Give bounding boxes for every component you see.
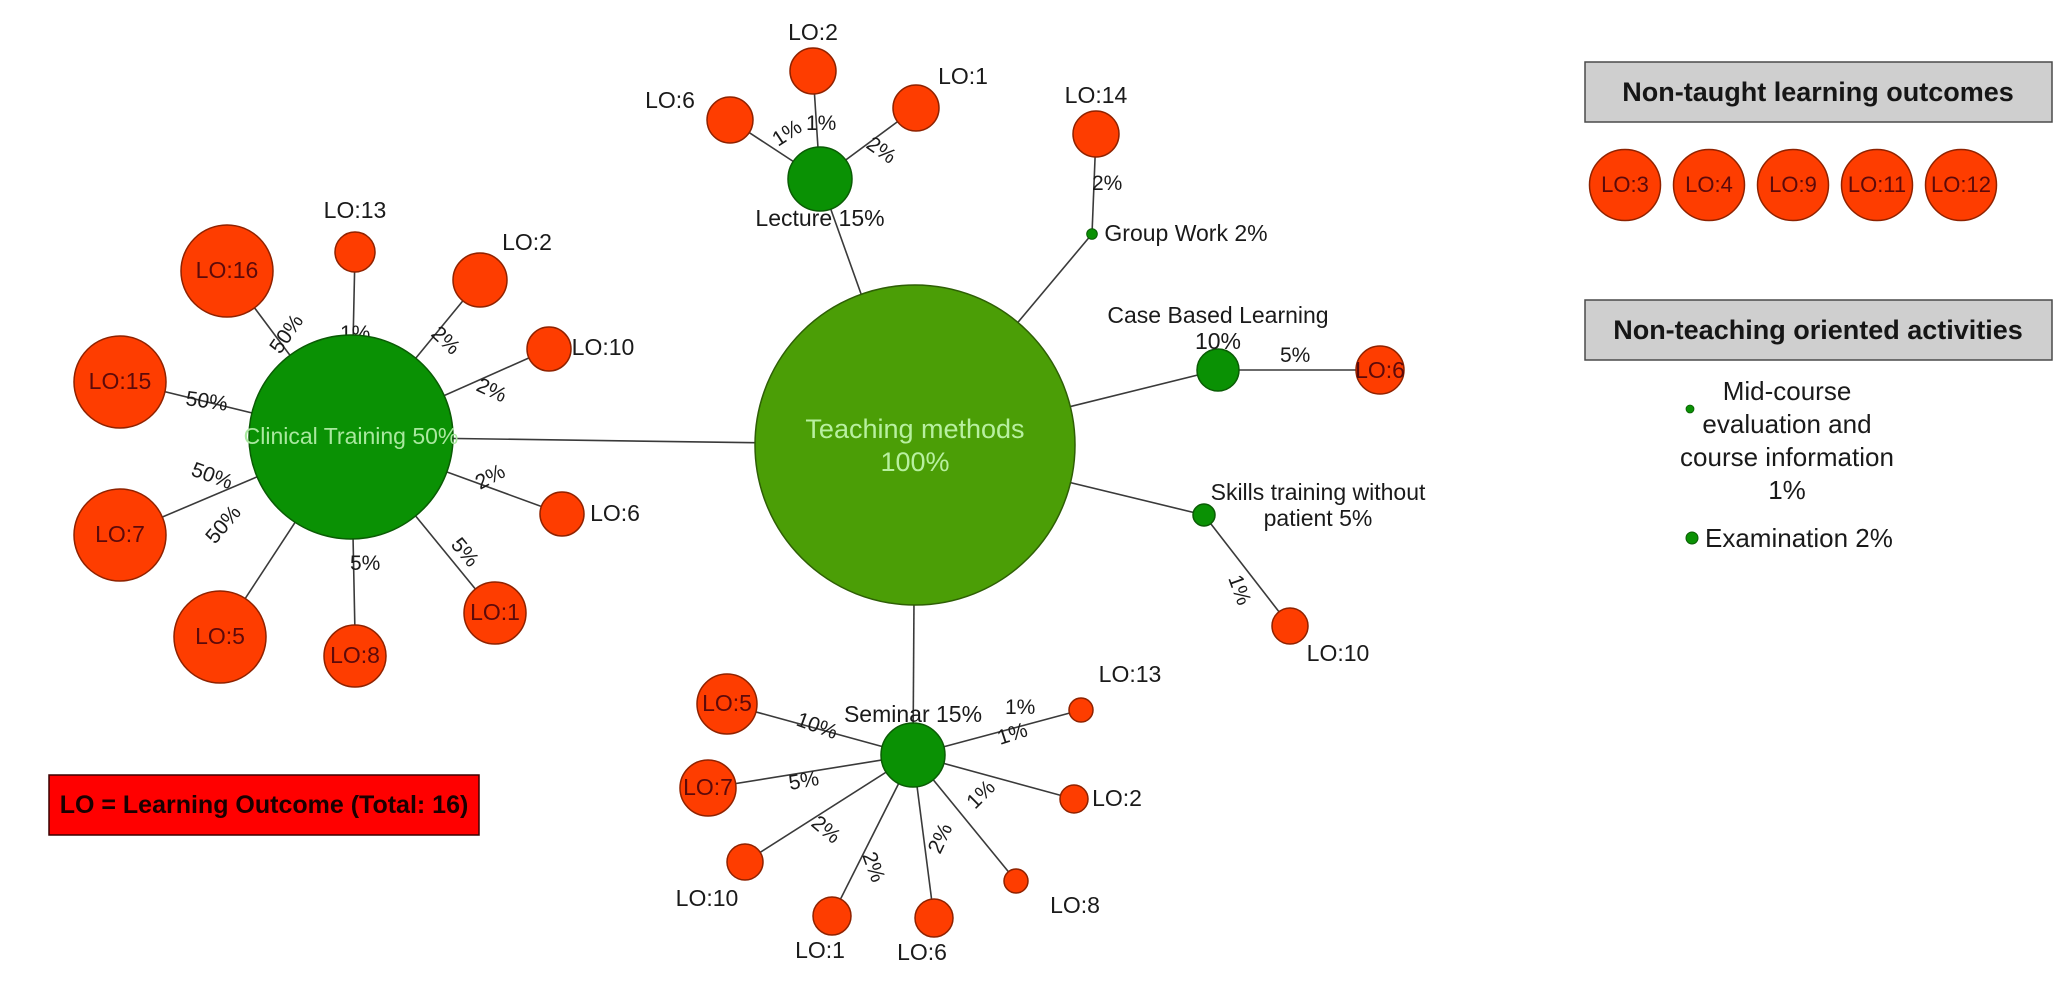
svg-text:1%: 1% — [994, 718, 1030, 749]
svg-text:LO:10: LO:10 — [676, 885, 739, 911]
svg-text:2%: 2% — [427, 322, 465, 360]
svg-text:5%: 5% — [1280, 344, 1310, 367]
svg-text:50%: 50% — [184, 387, 229, 416]
svg-text:LO:5: LO:5 — [702, 690, 752, 716]
svg-text:10%: 10% — [1195, 328, 1241, 354]
svg-text:Non-teaching oriented activiti: Non-teaching oriented activities — [1613, 315, 2023, 345]
svg-text:LO:13: LO:13 — [1099, 661, 1162, 687]
svg-text:LO:16: LO:16 — [196, 257, 259, 283]
svg-text:Clinical Training 50%: Clinical Training 50% — [244, 423, 459, 449]
svg-text:LO:6: LO:6 — [590, 500, 640, 526]
svg-text:LO:13: LO:13 — [324, 197, 387, 223]
svg-text:Examination 2%: Examination 2% — [1705, 523, 1893, 553]
svg-text:LO:11: LO:11 — [1848, 172, 1906, 197]
svg-text:2%: 2% — [857, 849, 889, 885]
svg-text:1%: 1% — [1223, 572, 1255, 608]
svg-text:2%: 2% — [472, 460, 510, 495]
svg-text:LO:2: LO:2 — [1092, 785, 1142, 811]
svg-text:Non-taught learning outcomes: Non-taught learning outcomes — [1622, 77, 2014, 107]
svg-text:LO:3: LO:3 — [1601, 172, 1649, 197]
svg-text:5%: 5% — [787, 767, 821, 795]
svg-text:1%: 1% — [1005, 696, 1035, 719]
svg-text:2%: 2% — [924, 820, 958, 857]
svg-text:LO:4: LO:4 — [1685, 172, 1733, 197]
svg-text:LO:2: LO:2 — [788, 19, 838, 45]
svg-text:LO:1: LO:1 — [938, 63, 988, 89]
svg-text:LO:10: LO:10 — [1307, 640, 1370, 666]
svg-text:Case Based Learning: Case Based Learning — [1107, 302, 1328, 328]
svg-text:Mid-course: Mid-course — [1723, 376, 1852, 406]
svg-text:LO:5: LO:5 — [195, 623, 245, 649]
svg-text:LO:1: LO:1 — [470, 599, 520, 625]
svg-text:LO:14: LO:14 — [1065, 82, 1128, 108]
svg-text:5%: 5% — [350, 552, 380, 575]
svg-text:Lecture 15%: Lecture 15% — [755, 205, 884, 231]
svg-text:Seminar 15%: Seminar 15% — [844, 701, 982, 727]
svg-text:LO:7: LO:7 — [683, 774, 733, 800]
svg-text:LO:10: LO:10 — [572, 334, 635, 360]
svg-text:50%: 50% — [188, 458, 235, 494]
svg-text:10%: 10% — [793, 708, 840, 744]
svg-text:LO:2: LO:2 — [502, 229, 552, 255]
svg-text:LO:7: LO:7 — [95, 521, 145, 547]
svg-text:Teaching methods: Teaching methods — [805, 414, 1024, 444]
svg-text:50%: 50% — [201, 501, 246, 548]
svg-text:1%: 1% — [1768, 475, 1806, 505]
svg-text:LO:15: LO:15 — [89, 368, 152, 394]
svg-text:LO:8: LO:8 — [330, 642, 380, 668]
svg-text:5%: 5% — [446, 533, 483, 571]
svg-text:LO:6: LO:6 — [897, 939, 947, 965]
svg-text:LO:6: LO:6 — [1355, 357, 1405, 383]
svg-text:1%: 1% — [962, 776, 1000, 814]
svg-text:LO:9: LO:9 — [1769, 172, 1817, 197]
svg-text:1%: 1% — [806, 112, 836, 135]
svg-text:2%: 2% — [862, 132, 900, 168]
svg-text:LO:6: LO:6 — [645, 87, 695, 113]
svg-text:LO:1: LO:1 — [795, 937, 845, 963]
svg-text:LO = Learning Outcome (Total:: LO = Learning Outcome (Total: 16) — [60, 791, 469, 819]
svg-text:LO:12: LO:12 — [1931, 172, 1991, 197]
svg-text:LO:8: LO:8 — [1050, 892, 1100, 918]
svg-text:2%: 2% — [1092, 172, 1122, 195]
svg-text:course information: course information — [1680, 442, 1894, 472]
svg-text:evaluation and: evaluation and — [1702, 409, 1871, 439]
svg-text:1%: 1% — [768, 115, 806, 151]
svg-text:Group Work 2%: Group Work 2% — [1104, 220, 1267, 246]
svg-text:2%: 2% — [807, 811, 845, 848]
svg-text:patient 5%: patient 5% — [1264, 505, 1373, 531]
svg-text:Skills training without: Skills training without — [1211, 479, 1426, 505]
svg-text:2%: 2% — [473, 374, 510, 408]
svg-text:100%: 100% — [880, 447, 949, 477]
